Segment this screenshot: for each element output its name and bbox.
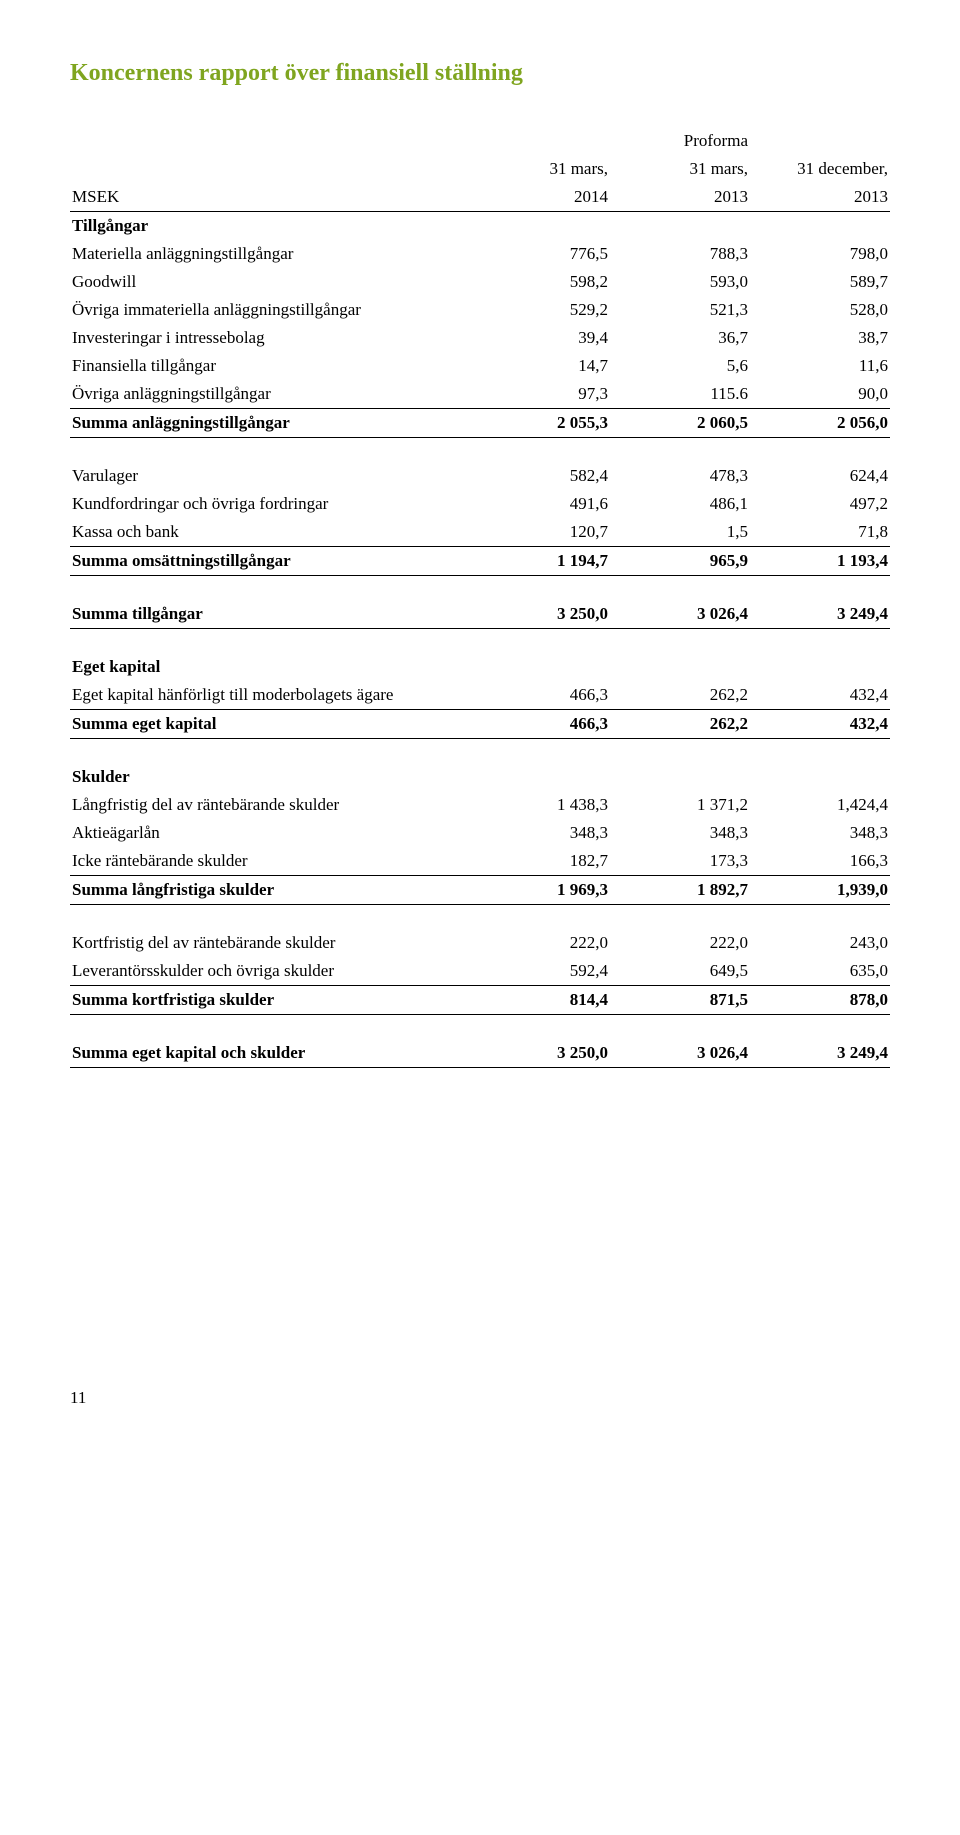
table-row: Eget kapital hänförligt till moderbolage… bbox=[70, 681, 890, 710]
table-row: Övriga immateriella anläggningstillgånga… bbox=[70, 296, 890, 324]
table-row: Icke räntebärande skulder182,7173,3166,3 bbox=[70, 847, 890, 876]
table-row: Materiella anläggningstillgångar776,5788… bbox=[70, 240, 890, 268]
table-row: Kortfristig del av räntebärande skulder2… bbox=[70, 905, 890, 958]
table-row: Övriga anläggningstillgångar97,3115.690,… bbox=[70, 380, 890, 409]
col2-line1: 31 mars, bbox=[610, 155, 750, 183]
col3-year: 2013 bbox=[750, 183, 890, 212]
page-number: 11 bbox=[70, 1388, 890, 1408]
col1-line1: 31 mars, bbox=[470, 155, 610, 183]
table-row: Leverantörsskulder och övriga skulder592… bbox=[70, 957, 890, 986]
table-row: Investeringar i intressebolag39,436,738,… bbox=[70, 324, 890, 352]
section-equity: Eget kapital bbox=[70, 629, 470, 682]
table-row: Summa tillgångar3 250,03 026,43 249,4 bbox=[70, 576, 890, 629]
section-liabilities: Skulder bbox=[70, 739, 470, 792]
col2-proforma: Proforma bbox=[610, 127, 750, 155]
table-row: Summa kortfristiga skulder814,4871,5878,… bbox=[70, 986, 890, 1015]
table-row: Kassa och bank120,71,571,8 bbox=[70, 518, 890, 547]
table-row: Finansiella tillgångar14,75,611,6 bbox=[70, 352, 890, 380]
page-title: Koncernens rapport över finansiell ställ… bbox=[70, 60, 890, 87]
col1-year: 2014 bbox=[470, 183, 610, 212]
table-row: Summa anläggningstillgångar2 055,32 060,… bbox=[70, 409, 890, 438]
table-row: Summa omsättningstillgångar1 194,7965,91… bbox=[70, 547, 890, 576]
table-row: Summa eget kapital466,3262,2432,4 bbox=[70, 710, 890, 739]
table-row: Varulager582,4478,3624,4 bbox=[70, 438, 890, 491]
table-row: Kundfordringar och övriga fordringar491,… bbox=[70, 490, 890, 518]
table-row: Summa eget kapital och skulder3 250,03 0… bbox=[70, 1015, 890, 1068]
table-row: Goodwill598,2593,0589,7 bbox=[70, 268, 890, 296]
financial-table: Proforma 31 mars, 31 mars, 31 december, … bbox=[70, 127, 890, 1068]
col2-year: 2013 bbox=[610, 183, 750, 212]
col3-line1: 31 december, bbox=[750, 155, 890, 183]
table-row: Långfristig del av räntebärande skulder1… bbox=[70, 791, 890, 819]
row-label-header: MSEK bbox=[70, 183, 470, 212]
section-assets: Tillgångar bbox=[70, 212, 470, 241]
table-row: Summa långfristiga skulder1 969,31 892,7… bbox=[70, 876, 890, 905]
table-row: Aktieägarlån348,3348,3348,3 bbox=[70, 819, 890, 847]
